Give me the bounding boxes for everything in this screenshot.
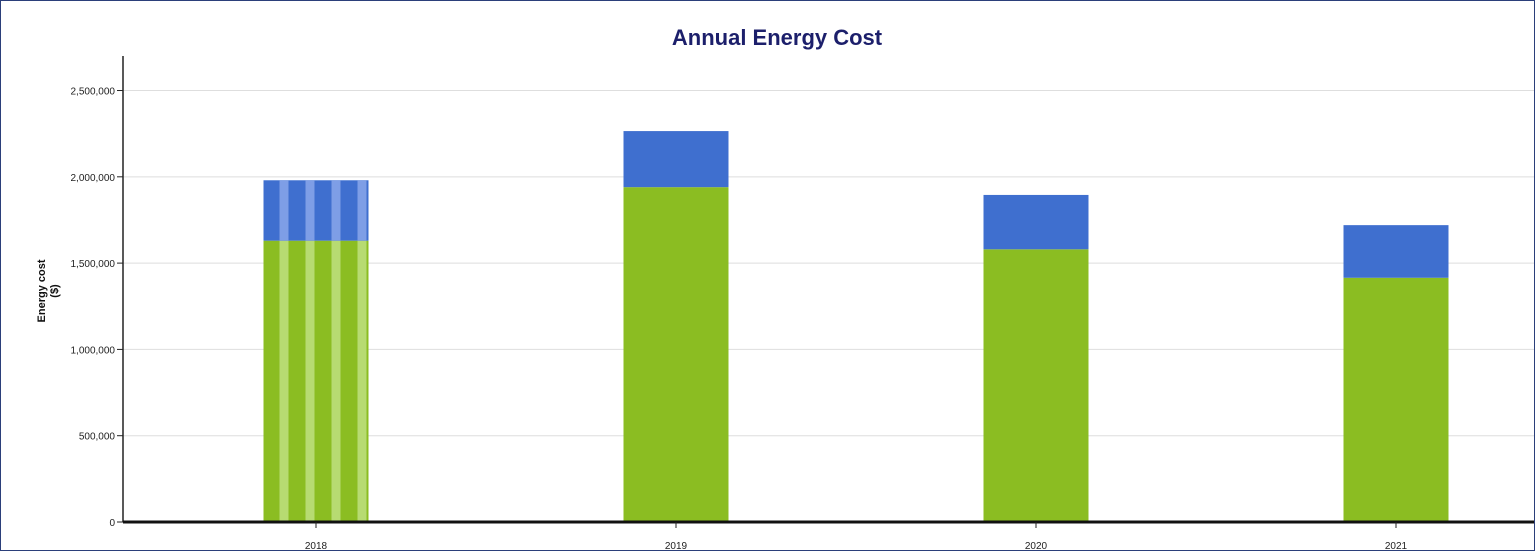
bar-segment[interactable]: [983, 249, 1089, 522]
highlight-stripe: [305, 240, 315, 522]
bar-segment[interactable]: [623, 131, 729, 188]
x-tick-label: 2020: [1025, 541, 1048, 550]
bar-segment[interactable]: [1343, 277, 1449, 522]
tick-labels: 0 500,000 1,000,000 1,500,000 2,000,000 2,500…: [71, 87, 1408, 550]
bar-segment[interactable]: [263, 180, 369, 241]
bar-segment[interactable]: [983, 194, 1089, 250]
axes: [117, 56, 1534, 528]
y-tick-label: 500,000: [79, 432, 116, 443]
x-tick-label: 2019: [665, 541, 688, 550]
y-tick-label: 1,000,000: [71, 345, 116, 356]
y-axis-unit: ($): [49, 284, 61, 298]
y-tick-label: 0: [109, 518, 115, 529]
highlight-stripe: [279, 180, 289, 241]
highlight-stripe: [305, 180, 315, 241]
y-axis-title: Energy cost ($): [36, 259, 61, 322]
highlight-stripe: [357, 240, 367, 522]
x-tick-label: 2018: [305, 541, 328, 550]
bar-segment[interactable]: [623, 187, 729, 523]
y-tick-label: 1,500,000: [71, 259, 116, 270]
highlight-stripe: [357, 180, 367, 241]
y-axis-label: Energy cost: [36, 259, 48, 322]
bar-segment[interactable]: [1343, 225, 1449, 278]
bar-segment[interactable]: [263, 240, 369, 522]
y-tick-label: 2,500,000: [71, 87, 116, 98]
chart-title: Annual Energy Cost: [672, 25, 883, 50]
y-tick-label: 2,000,000: [71, 173, 116, 184]
bar-group: [263, 131, 1449, 523]
highlight-stripe: [279, 240, 289, 522]
highlight-stripe: [331, 240, 341, 522]
x-tick-label: 2021: [1385, 541, 1408, 550]
highlight-stripe: [331, 180, 341, 241]
